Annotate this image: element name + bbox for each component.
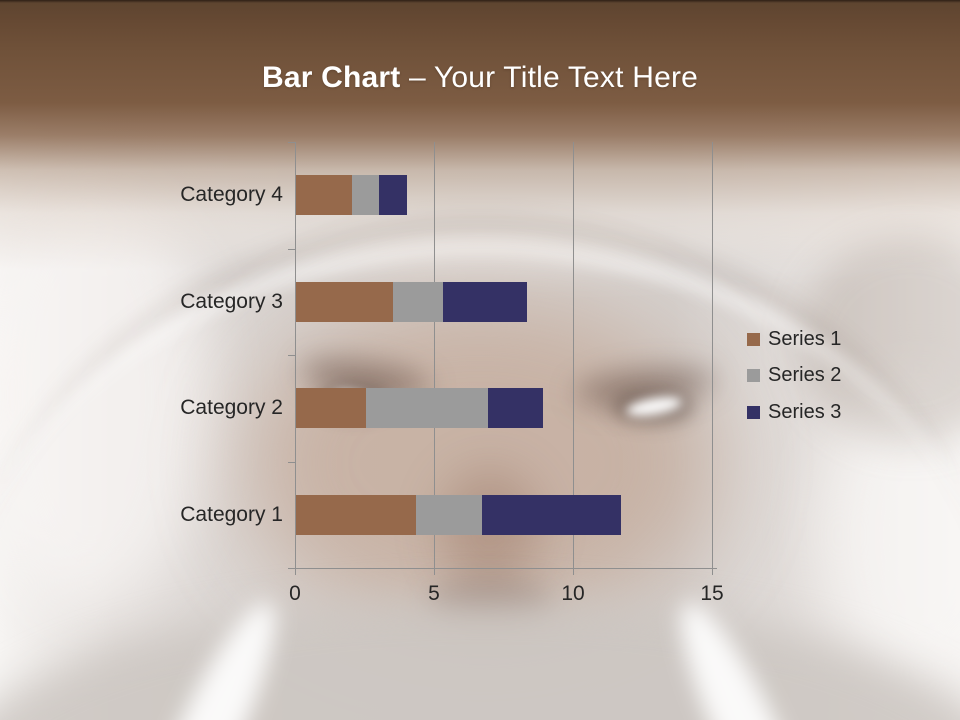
- x-axis-tick-15: [712, 568, 713, 575]
- category-axis-tick-3: [288, 461, 295, 463]
- x-axis-tick-10: [573, 568, 574, 575]
- bar-segment-series-1: [296, 494, 416, 535]
- category-axis-tick-2: [288, 355, 295, 356]
- bar-segment-series-2: [393, 281, 444, 322]
- x-axis-label-10: 10: [561, 582, 585, 605]
- bar-segment-series-3: [482, 494, 622, 535]
- category-label: Category 4: [180, 183, 283, 207]
- x-axis-line: [295, 568, 717, 569]
- legend-swatch-icon: [747, 332, 760, 346]
- legend-swatch-icon: [747, 405, 760, 419]
- category-axis-tick-0: [288, 142, 295, 143]
- legend-label: Series 1: [768, 327, 842, 350]
- legend-label: Series 2: [768, 364, 842, 386]
- category-label: Category 1: [180, 502, 283, 526]
- gridline-x-15: [712, 142, 713, 568]
- x-axis-label-15: 15: [700, 582, 724, 605]
- x-axis-tick-5: [434, 568, 435, 575]
- legend-swatch-icon: [747, 369, 760, 382]
- bar-segment-series-2: [415, 494, 483, 535]
- category-axis-tick-1: [288, 248, 295, 250]
- bar-segment-series-3: [487, 388, 544, 429]
- legend-item-series-2: Series 2: [747, 363, 841, 389]
- bar-segment-series-1: [296, 281, 394, 322]
- category-label: Category 3: [180, 289, 283, 313]
- bar-segment-series-2: [351, 175, 380, 216]
- bar-segment-series-3: [443, 281, 527, 322]
- category-axis-tick-4: [288, 568, 295, 569]
- x-axis-label-0: 0: [289, 582, 301, 605]
- legend-item-series-3: Series 3: [747, 399, 841, 425]
- x-axis-label-5: 5: [428, 582, 440, 605]
- bar-segment-series-1: [296, 175, 352, 216]
- legend-item-series-1: Series 1: [747, 326, 841, 352]
- bar-segment-series-2: [365, 388, 488, 429]
- x-axis-tick-0: [295, 568, 296, 575]
- legend-label: Series 3: [768, 400, 842, 423]
- bar-segment-series-3: [379, 175, 408, 216]
- bar-segment-series-1: [296, 388, 366, 429]
- category-label: Category 2: [180, 396, 283, 420]
